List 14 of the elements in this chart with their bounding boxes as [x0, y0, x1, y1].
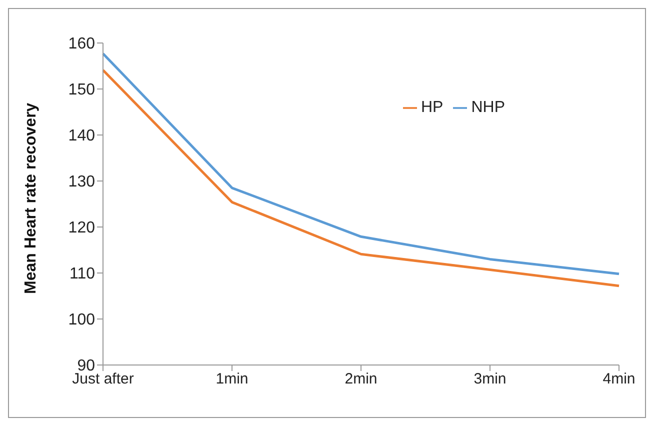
- x-tick-label: 4min: [602, 370, 636, 388]
- y-tick-label: 160: [68, 36, 96, 53]
- x-tick-label: 1min: [216, 370, 248, 388]
- legend-label: NHP: [471, 99, 505, 116]
- y-tick-label: 150: [68, 82, 96, 99]
- y-tick-label: 110: [69, 266, 96, 283]
- legend-label: HP: [420, 99, 444, 116]
- x-tick-label: 3min: [474, 370, 506, 388]
- y-tick-label: 120: [68, 220, 96, 237]
- y-axis-title: Mean Heart rate recovery: [22, 102, 40, 294]
- x-tick-label: 2min: [344, 370, 378, 388]
- y-tick-label: 140: [68, 128, 96, 145]
- y-tick-label: 130: [68, 174, 96, 191]
- y-tick-label: 100: [68, 312, 96, 329]
